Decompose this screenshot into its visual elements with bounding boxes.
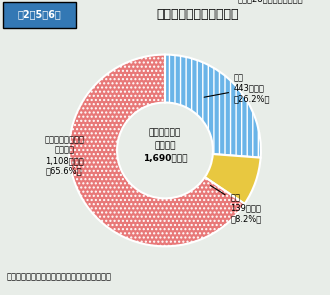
- Wedge shape: [205, 154, 261, 204]
- Text: 一部事務組合及び
広域連合
1,108市町村
（65.6%）: 一部事務組合及び 広域連合 1,108市町村 （65.6%）: [44, 135, 84, 175]
- Text: （備考）　「救急業務実施状況調」により作成: （備考） 「救急業務実施状況調」により作成: [7, 273, 112, 282]
- Text: 救急業務実施
市町村数
1,690市町村: 救急業務実施 市町村数 1,690市町村: [143, 129, 187, 163]
- FancyBboxPatch shape: [3, 2, 76, 28]
- Text: 委託
139市町村
（8.2%）: 委託 139市町村 （8.2%）: [211, 186, 261, 223]
- Text: 第2－5－6図: 第2－5－6図: [18, 9, 61, 19]
- Text: （平成28年４月１日現在）: （平成28年４月１日現在）: [238, 0, 303, 3]
- Text: 単独
443市町村
（26.2%）: 単独 443市町村 （26.2%）: [204, 73, 271, 103]
- Wedge shape: [69, 55, 245, 246]
- Wedge shape: [165, 55, 261, 158]
- Text: 救急業務実施形態の内訳: 救急業務実施形態の内訳: [157, 8, 239, 21]
